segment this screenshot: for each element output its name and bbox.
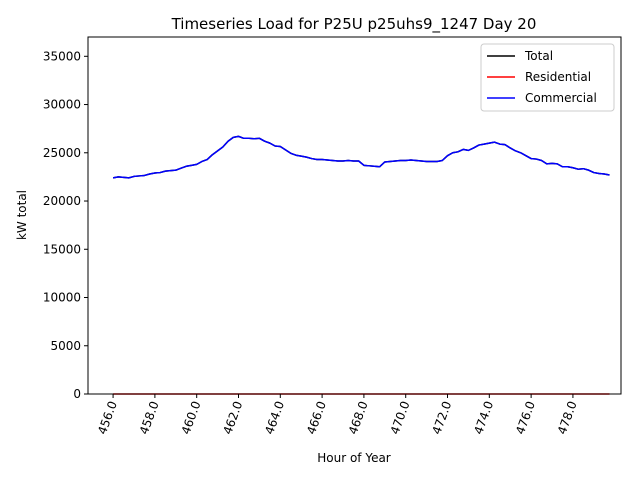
chart-title: Timeseries Load for P25U p25uhs9_1247 Da… — [171, 15, 537, 34]
legend-label-commercial: Commercial — [525, 91, 597, 105]
plot-frame — [87, 36, 622, 395]
y-axis-label: kW total — [15, 190, 29, 240]
y-tick-label: 0 — [73, 387, 81, 401]
legend-box — [480, 43, 615, 112]
y-axis-ticks: 0 5000 10000 15000 20000 25000 30000 35000 — [43, 49, 88, 401]
y-tick-label: 15000 — [43, 242, 81, 256]
legend-label-residential: Residential — [525, 70, 591, 84]
y-tick-label: 20000 — [43, 194, 81, 208]
y-tick-label: 25000 — [43, 146, 81, 160]
legend-label-total: Total — [524, 49, 553, 63]
y-tick-label: 30000 — [43, 98, 81, 112]
x-axis-label: Hour of Year — [317, 451, 391, 465]
y-tick-label: 5000 — [50, 339, 81, 353]
legend: Total Residential Commercial — [480, 43, 615, 112]
series-line-commercial — [112, 135, 610, 179]
y-tick-label: 10000 — [43, 291, 81, 305]
y-tick-label: 35000 — [43, 49, 81, 63]
